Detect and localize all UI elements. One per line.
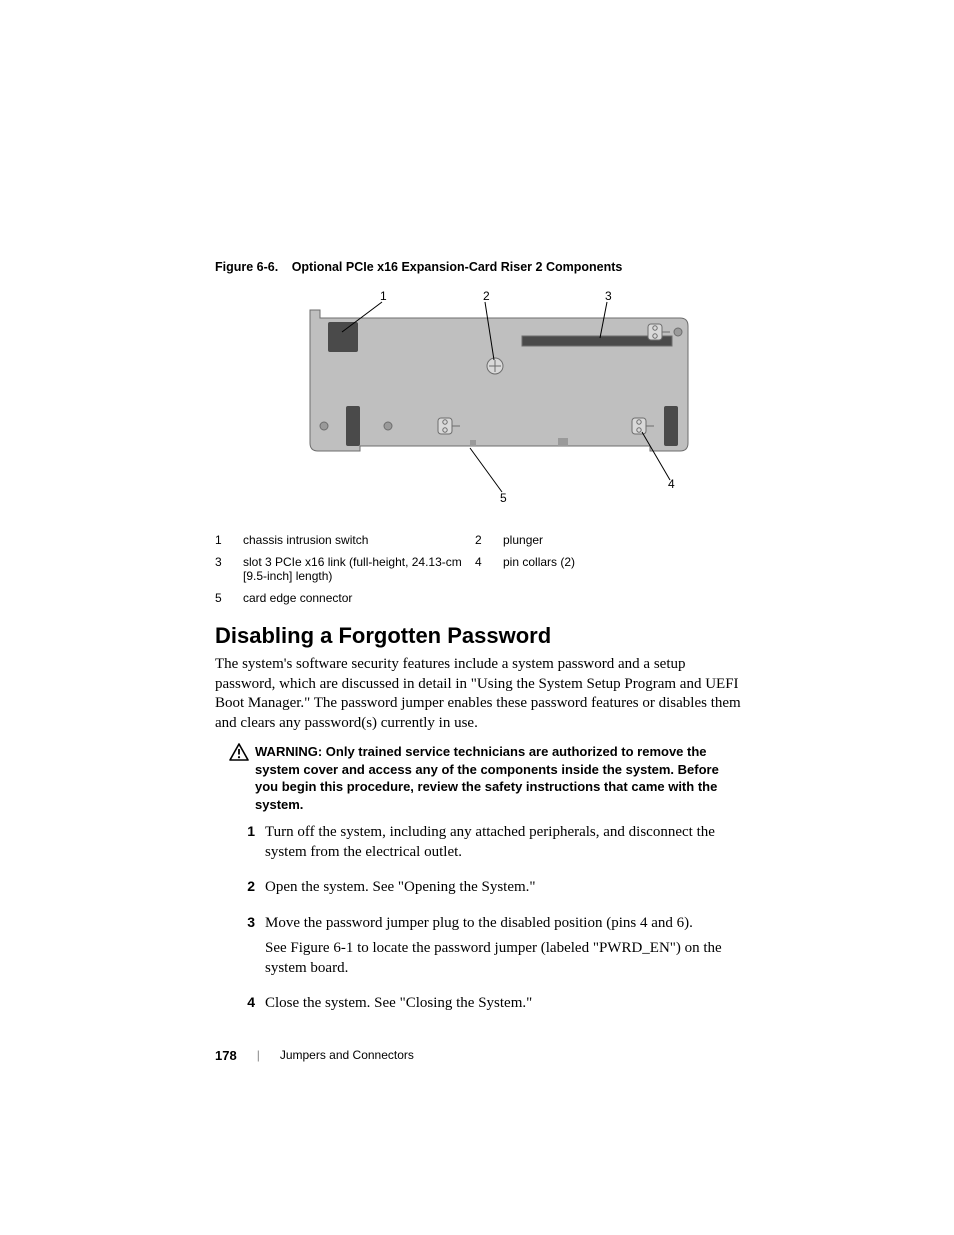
step-para: Open the system. See "Opening the System… xyxy=(265,878,536,898)
callout-1-label: 1 xyxy=(380,289,387,303)
figure-number: Figure 6-6. xyxy=(215,260,288,274)
step-number: 3 xyxy=(229,914,265,985)
legend-text: chassis intrusion switch xyxy=(243,533,368,547)
step: 4 Close the system. See "Closing the Sys… xyxy=(229,994,744,1020)
step: 1 Turn off the system, including any att… xyxy=(229,823,744,868)
warning-icon xyxy=(229,743,249,761)
callout-5-line xyxy=(470,448,502,492)
legend-row: 1 chassis intrusion switch 2 plunger xyxy=(215,533,744,547)
legend-text: plunger xyxy=(503,533,543,547)
intrusion-switch-block xyxy=(328,322,358,352)
warning-label: WARNING: xyxy=(255,744,322,759)
connector-left xyxy=(346,406,360,446)
warning-body: Only trained service technicians are aut… xyxy=(255,744,719,812)
section-heading: Disabling a Forgotten Password xyxy=(215,623,744,649)
mount-hole-ml xyxy=(384,422,392,430)
footer-section: Jumpers and Connectors xyxy=(280,1048,414,1062)
step-number: 1 xyxy=(229,823,265,868)
legend-text: slot 3 PCIe x16 link (full-height, 24.13… xyxy=(243,555,475,583)
legend-text: pin collars (2) xyxy=(503,555,575,583)
legend-row: 3 slot 3 PCIe x16 link (full-height, 24.… xyxy=(215,555,744,583)
legend-num: 4 xyxy=(475,555,503,583)
callout-3-label: 3 xyxy=(605,289,612,303)
callout-2-label: 2 xyxy=(483,289,490,303)
legend-row: 5 card edge connector xyxy=(215,591,744,605)
step-text: Turn off the system, including any attac… xyxy=(265,823,744,868)
step-number: 2 xyxy=(229,878,265,904)
figure-title: Optional PCIe x16 Expansion-Card Riser 2… xyxy=(292,260,623,274)
step-para: Close the system. See "Closing the Syste… xyxy=(265,994,532,1014)
step-para: See Figure 6-1 to locate the password ju… xyxy=(265,939,744,978)
step: 3 Move the password jumper plug to the d… xyxy=(229,914,744,985)
intro-paragraph: The system's software security features … xyxy=(215,655,744,733)
board-outline xyxy=(310,310,688,451)
legend-num: 2 xyxy=(475,533,503,547)
step-text: Close the system. See "Closing the Syste… xyxy=(265,994,532,1020)
warning-block: WARNING: Only trained service technician… xyxy=(229,743,744,813)
legend-num: 3 xyxy=(215,555,243,583)
steps-list: 1 Turn off the system, including any att… xyxy=(229,823,744,1020)
step-text: Move the password jumper plug to the dis… xyxy=(265,914,744,985)
step-number: 4 xyxy=(229,994,265,1020)
step: 2 Open the system. See "Opening the Syst… xyxy=(229,878,744,904)
step-para: Move the password jumper plug to the dis… xyxy=(265,914,744,934)
footer-separator: | xyxy=(257,1048,280,1062)
step-text: Open the system. See "Opening the System… xyxy=(265,878,536,904)
legend-text: card edge connector xyxy=(243,591,352,605)
legend-num: 5 xyxy=(215,591,243,605)
page-number: 178 xyxy=(215,1048,257,1063)
callout-5-label: 5 xyxy=(500,491,507,505)
figure-diagram: 1 2 3 4 5 xyxy=(270,288,690,513)
figure-legend: 1 chassis intrusion switch 2 plunger 3 s… xyxy=(215,533,744,605)
mount-hole-tr xyxy=(674,328,682,336)
warning-text: WARNING: Only trained service technician… xyxy=(255,743,744,813)
riser-board-svg: 1 2 3 4 5 xyxy=(270,288,690,508)
page: Figure 6-6. Optional PCIe x16 Expansion-… xyxy=(0,0,954,1123)
step-para: Turn off the system, including any attac… xyxy=(265,823,744,862)
page-footer: 178 | Jumpers and Connectors xyxy=(215,1048,744,1063)
mount-hole-bl xyxy=(320,422,328,430)
legend-num: 1 xyxy=(215,533,243,547)
figure-caption: Figure 6-6. Optional PCIe x16 Expansion-… xyxy=(215,260,744,274)
connector-right xyxy=(664,406,678,446)
